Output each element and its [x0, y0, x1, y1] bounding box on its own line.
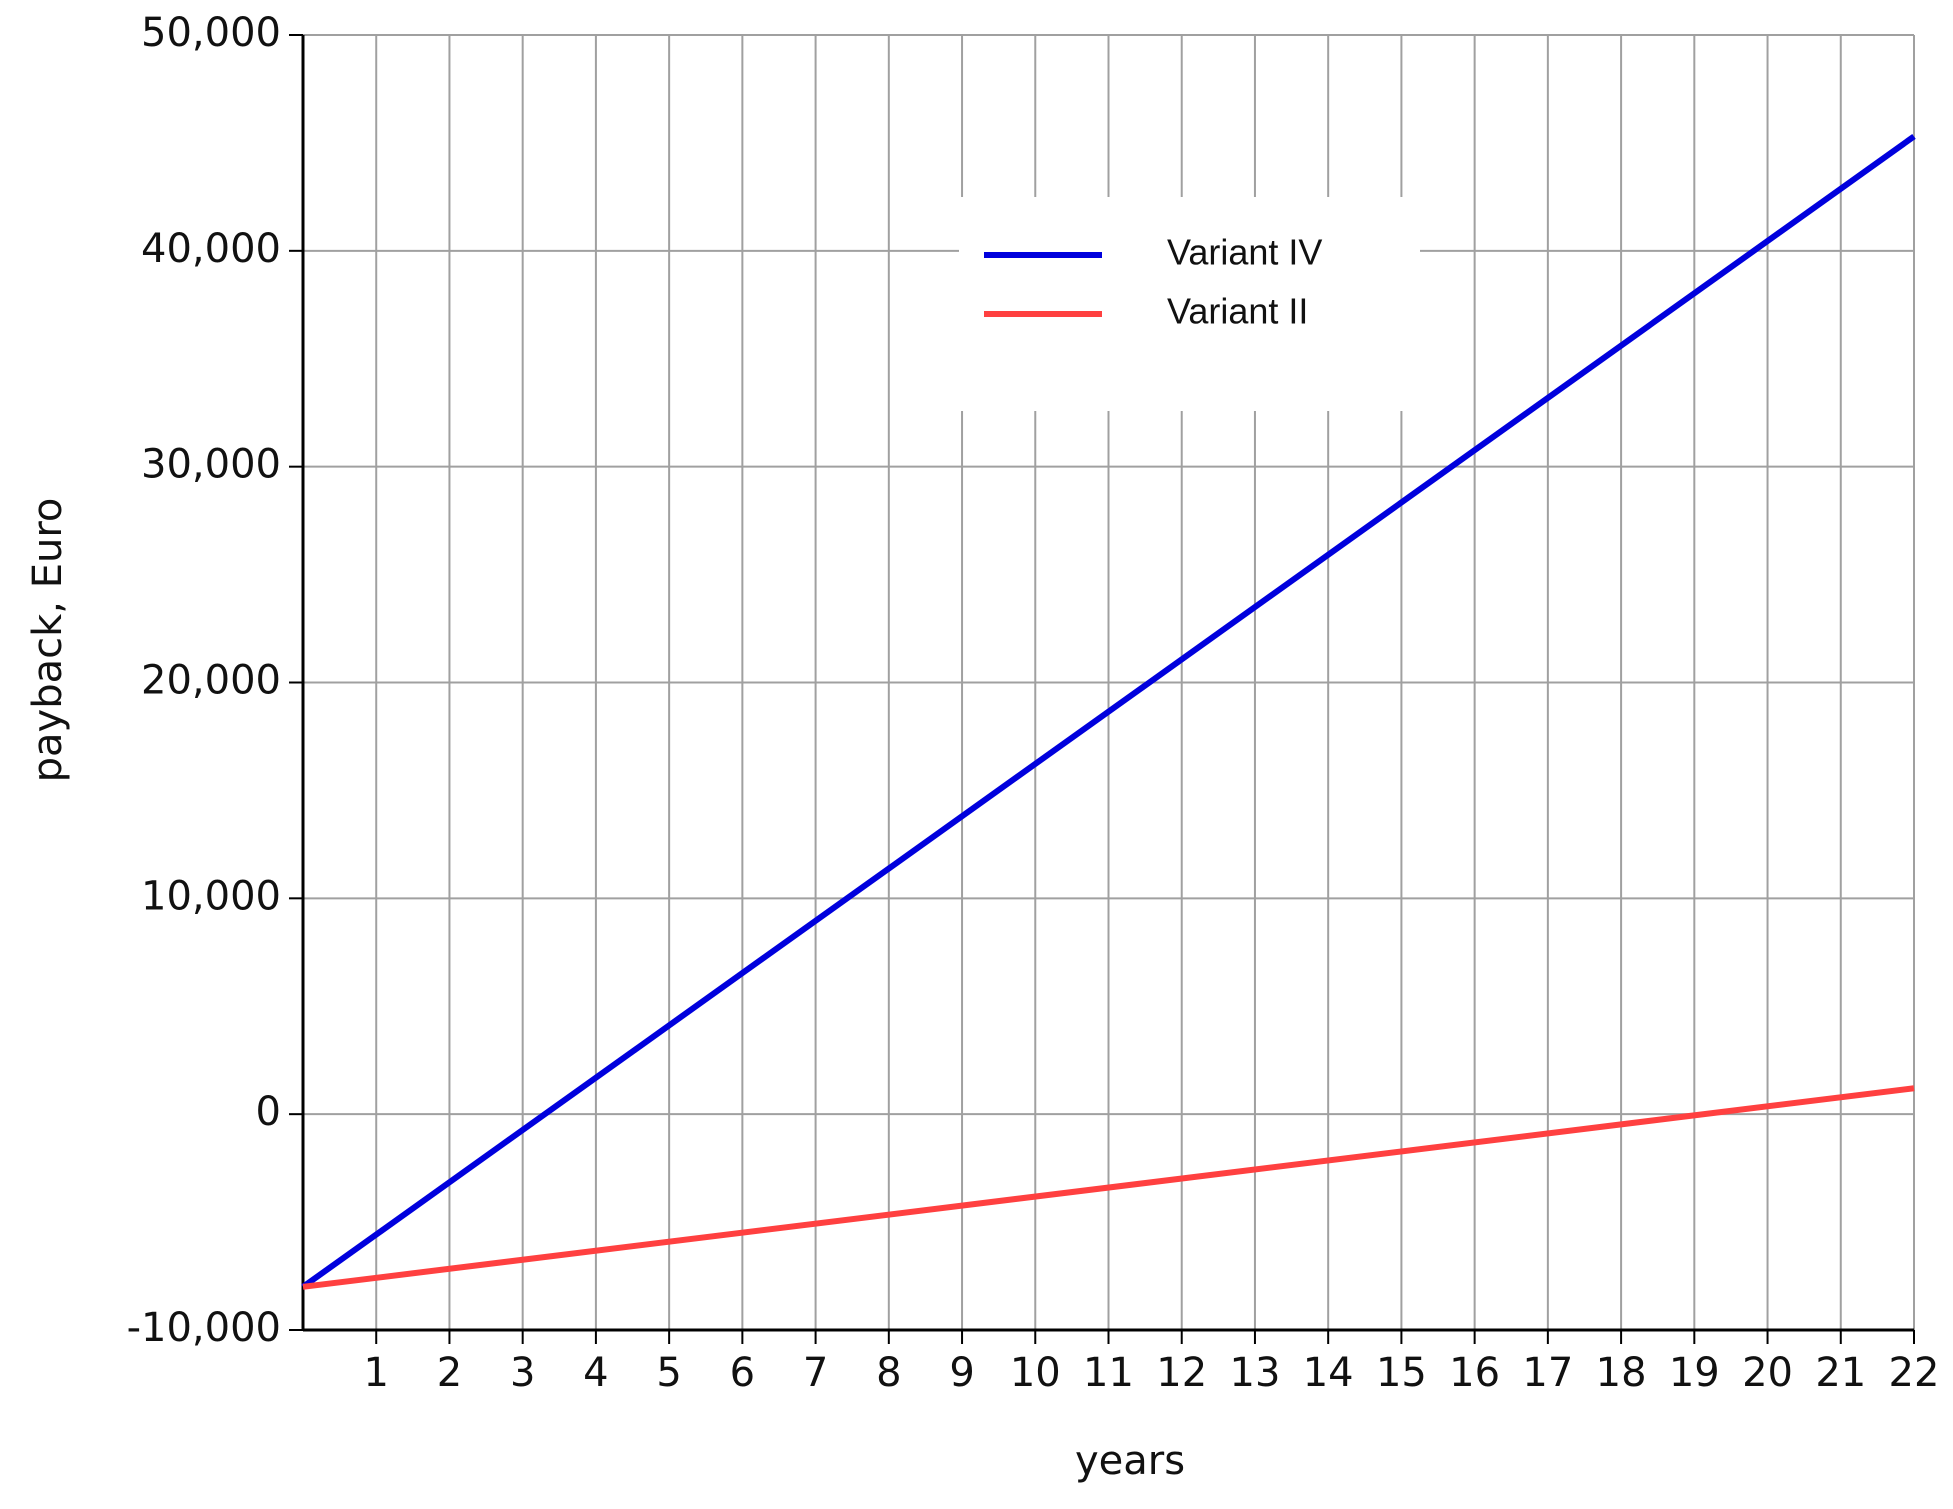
x-tick-label: 19: [1669, 1350, 1720, 1396]
y-tick-label: 0: [256, 1089, 281, 1135]
x-tick-label: 2: [437, 1350, 462, 1396]
x-tick-label: 15: [1376, 1350, 1427, 1396]
x-tick-label: 6: [730, 1350, 755, 1396]
x-tick-label: 18: [1596, 1350, 1647, 1396]
x-tick-label: 17: [1522, 1350, 1573, 1396]
x-tick-label: 14: [1303, 1350, 1354, 1396]
x-tick-label: 7: [803, 1350, 828, 1396]
x-tick-label: 21: [1815, 1350, 1866, 1396]
x-tick-label: 9: [949, 1350, 974, 1396]
x-tick-label: 22: [1889, 1350, 1940, 1396]
legend-label: Variant II: [1167, 291, 1308, 332]
legend-box: [959, 197, 1420, 411]
x-tick-label: 20: [1742, 1350, 1793, 1396]
x-tick-label: 1: [364, 1350, 389, 1396]
x-tick-label: 4: [583, 1350, 608, 1396]
x-tick-label: 10: [1010, 1350, 1061, 1396]
y-axis-title: payback, Euro: [25, 498, 71, 783]
x-tick-label: 16: [1449, 1350, 1500, 1396]
x-tick-label: 3: [510, 1350, 535, 1396]
series-line: [302, 1085, 1915, 1290]
x-tick-label: 12: [1156, 1350, 1207, 1396]
y-tick-label: -10,000: [127, 1305, 281, 1351]
y-tick-label: 20,000: [141, 658, 281, 704]
legend-label: Variant IV: [1167, 232, 1322, 273]
x-axis-title: years: [1075, 1438, 1185, 1484]
y-tick-label: 40,000: [141, 226, 281, 272]
x-tick-label: 8: [876, 1350, 901, 1396]
series-line: [301, 134, 1916, 1290]
x-tick-label: 13: [1230, 1350, 1281, 1396]
x-tick-label: 5: [656, 1350, 681, 1396]
y-tick-label: 10,000: [141, 873, 281, 919]
x-tick-label: 11: [1083, 1350, 1134, 1396]
y-tick-label: 30,000: [141, 442, 281, 488]
y-tick-label: 50,000: [141, 10, 281, 56]
